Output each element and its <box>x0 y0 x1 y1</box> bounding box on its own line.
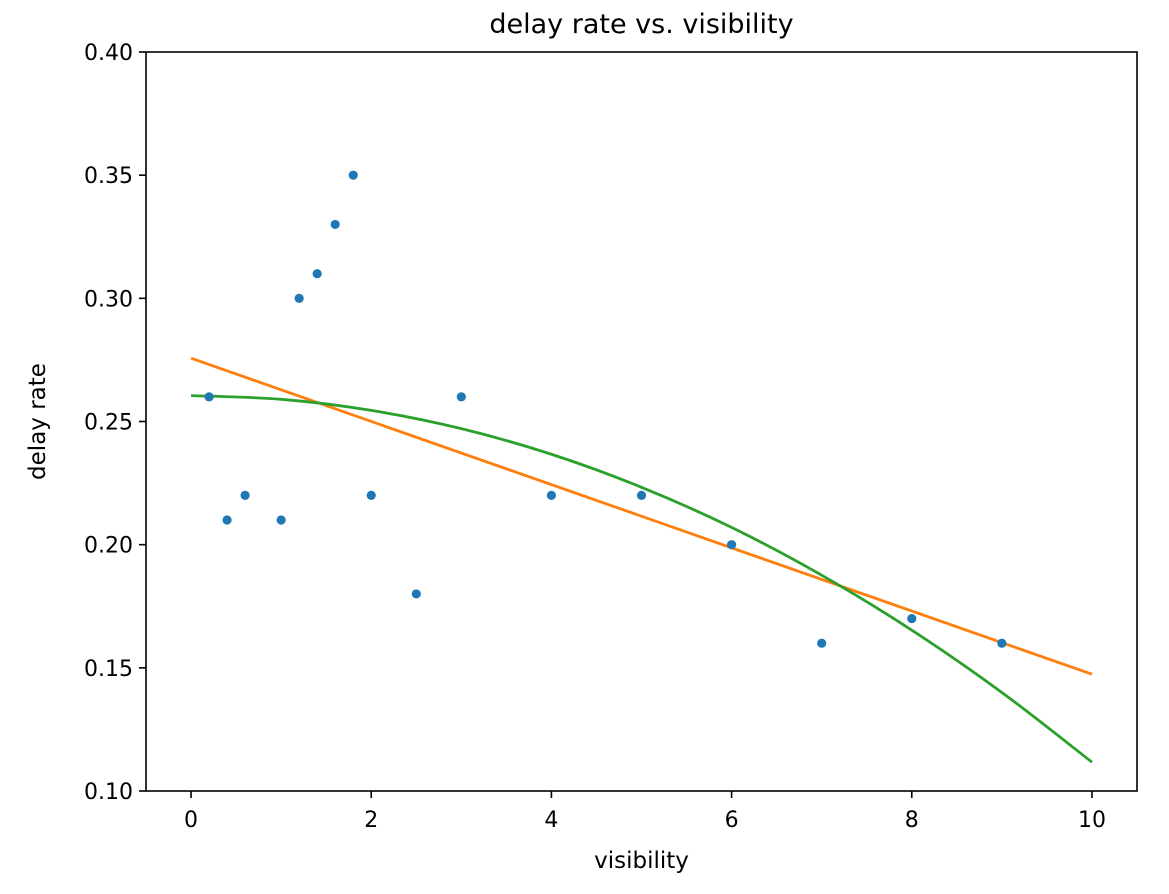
scatter-point <box>330 219 340 230</box>
y-tick-label: 0.20 <box>84 534 133 559</box>
scatter-point <box>817 638 827 648</box>
scatter-point <box>240 490 250 500</box>
fit-lines <box>190 356 1093 764</box>
scatter-point <box>546 490 557 500</box>
scatter-points <box>204 170 1007 648</box>
x-tick-label: 4 <box>544 808 558 833</box>
y-tick-label: 0.40 <box>84 41 133 66</box>
scatter-point <box>348 170 358 180</box>
linear-fit-line <box>190 356 1093 676</box>
quadratic-fit-line <box>190 394 1093 764</box>
y-axis-title: delay rate <box>25 363 51 480</box>
scatter-point <box>222 515 232 525</box>
x-tick-label: 6 <box>725 808 739 833</box>
y-axis-ticks: 0.10 0.15 0.20 0.25 0.30 0.35 0.40 <box>84 41 146 805</box>
x-tick-label: 2 <box>364 808 378 833</box>
scatter-point <box>997 638 1007 648</box>
y-tick-label: 0.35 <box>84 164 133 189</box>
x-tick-label: 8 <box>905 808 919 833</box>
y-tick-label: 0.15 <box>84 657 133 682</box>
x-tick-label: 0 <box>184 808 198 833</box>
y-tick-label: 0.25 <box>84 411 133 436</box>
x-tick-label: 10 <box>1078 808 1106 833</box>
scatter-point <box>636 490 647 500</box>
scatter-point <box>726 540 737 550</box>
x-axis-ticks: 0 2 4 6 8 10 <box>184 791 1106 833</box>
plot-area <box>145 51 1138 792</box>
scatter-point <box>312 269 322 279</box>
scatter-point <box>456 392 466 402</box>
chart-title: delay rate vs. visibility <box>489 9 793 40</box>
scatter-point <box>411 589 421 599</box>
scatter-point <box>366 490 376 500</box>
y-tick-label: 0.30 <box>84 287 133 312</box>
scatter-point <box>204 392 214 402</box>
x-axis-title: visibility <box>594 848 689 874</box>
scatter-point <box>294 293 304 303</box>
scatter-point <box>276 515 286 525</box>
y-tick-label: 0.10 <box>84 780 133 805</box>
scatter-point <box>907 613 917 624</box>
